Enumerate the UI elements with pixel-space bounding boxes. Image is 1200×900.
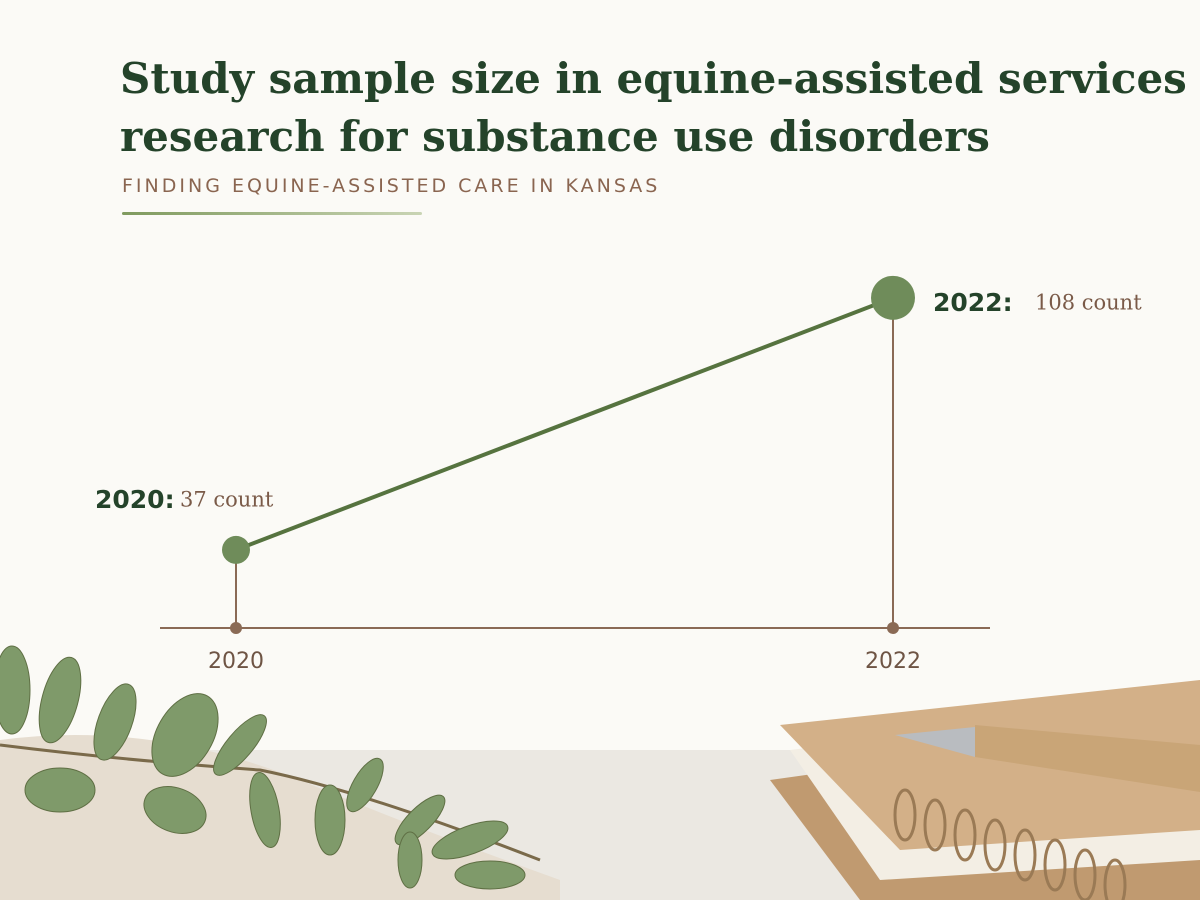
point-label: 2022: [933,288,1013,317]
axis-dot [887,622,899,634]
data-line [235,295,894,552]
chart-title: Study sample size in equine-assisted ser… [120,54,1187,161]
notebook [770,680,1200,900]
title-rule [122,212,422,215]
x-tick-label: 2022 [865,649,921,674]
point-label: 2020: [95,485,175,514]
data-point [222,535,250,564]
x-tick-label: 2020 [208,649,264,674]
chart-subtitle: FINDING EQUINE-ASSISTED CARE IN KANSAS [122,175,661,197]
eucalyptus [0,645,541,890]
value-label: 108 count [1035,290,1142,314]
value-label: 37 count [180,487,274,511]
axis-dot [230,622,242,634]
data-point [871,275,915,320]
